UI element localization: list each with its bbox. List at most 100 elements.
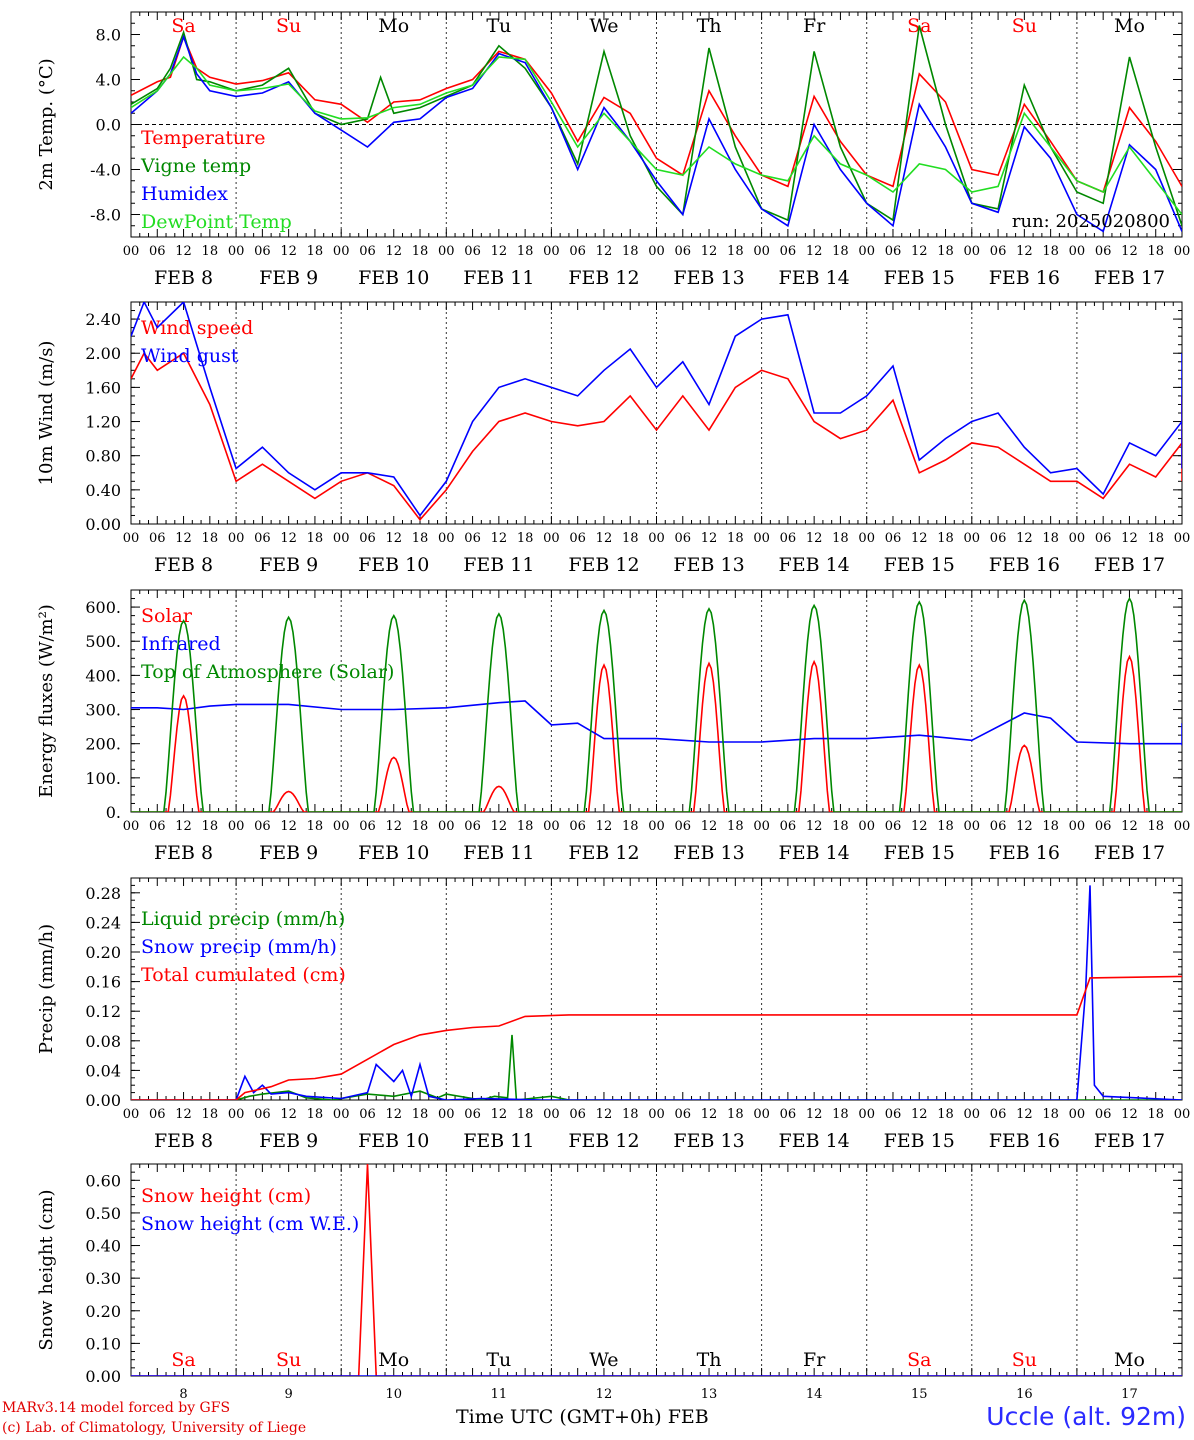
day-name-label: Th — [697, 15, 722, 37]
hour-label: 06 — [885, 819, 902, 834]
date-label: FEB 12 — [568, 842, 639, 864]
y-tick-label: 0.80 — [85, 447, 121, 466]
legend-wind-speed: Wind speed — [141, 317, 253, 339]
legend-dewpoint-temp: DewPoint Temp — [141, 211, 292, 233]
panel-wind: 0.00 0.40 0.80 1.20 1.60 2.00 2.40 10m Wind (m/… — [36, 301, 1190, 576]
hour-label: 18 — [202, 1107, 219, 1122]
hour-label: 00 — [964, 244, 981, 259]
hour-label: 12 — [911, 244, 928, 259]
hour-label: 00 — [228, 531, 245, 546]
hour-label: 18 — [727, 244, 744, 259]
hour-label: 12 — [491, 1107, 508, 1122]
series-line-wind-gust — [131, 302, 1182, 517]
series-line-solar — [131, 654, 1182, 812]
hour-label: 00 — [1069, 244, 1086, 259]
y-tick-label: 0.28 — [85, 884, 121, 903]
hour-label: 00 — [858, 531, 875, 546]
hour-label: 18 — [832, 1107, 849, 1122]
hour-label: 18 — [1042, 1107, 1059, 1122]
hour-label: 12 — [385, 531, 402, 546]
hour-label: 00 — [1069, 819, 1086, 834]
y-tick-label: 600. — [85, 598, 121, 617]
hour-label: 18 — [1147, 244, 1164, 259]
hour-label: 06 — [359, 819, 376, 834]
date-label: FEB 11 — [463, 554, 534, 576]
hour-label: 00 — [543, 1107, 560, 1122]
hour-label: 18 — [832, 244, 849, 259]
day-name-label: We — [589, 15, 618, 37]
hour-label: 06 — [569, 819, 586, 834]
hour-label: 06 — [359, 244, 376, 259]
hour-label: 12 — [911, 531, 928, 546]
date-label: FEB 12 — [568, 1130, 639, 1152]
hour-label: 00 — [438, 531, 455, 546]
y-tick-label: 400. — [85, 666, 121, 685]
hour-label: 12 — [1121, 244, 1138, 259]
y-tick-label: 300. — [85, 701, 121, 720]
y-tick-label: 0.30 — [85, 1269, 121, 1288]
hour-label: 12 — [1121, 1107, 1138, 1122]
day-name-label: Su — [276, 15, 301, 37]
hour-label: 18 — [727, 819, 744, 834]
hour-label: 06 — [1095, 244, 1112, 259]
hour-label: 12 — [701, 819, 718, 834]
date-label: FEB 8 — [154, 842, 213, 864]
copyright-text: (c) Lab. of Climatology, University of L… — [2, 1420, 307, 1436]
legend-liquid-precip-mm-h-: Liquid precip (mm/h) — [141, 908, 345, 930]
legend-solar: Solar — [141, 605, 193, 627]
date-label: FEB 14 — [779, 842, 850, 864]
y-tick-label: 100. — [85, 769, 121, 788]
hour-label: 00 — [123, 819, 140, 834]
day-name-label: Mo — [1114, 1349, 1145, 1371]
hour-label: 12 — [280, 531, 297, 546]
date-label: FEB 13 — [673, 267, 744, 289]
date-label: FEB 8 — [154, 554, 213, 576]
legend-vigne-temp: Vigne temp — [140, 155, 251, 177]
hour-label: 12 — [806, 819, 823, 834]
hour-label: 06 — [569, 1107, 586, 1122]
hour-label: 18 — [517, 819, 534, 834]
hour-label: 00 — [333, 244, 350, 259]
hour-label: 18 — [622, 819, 639, 834]
hour-label: 18 — [937, 1107, 954, 1122]
day-number-label: 16 — [1016, 1387, 1033, 1402]
y-tick-label: 200. — [85, 735, 121, 754]
legend-wind-gust: Wind gust — [141, 345, 239, 367]
hour-label: 18 — [307, 531, 324, 546]
hour-label: 00 — [1069, 1107, 1086, 1122]
day-number-label: 15 — [911, 1387, 928, 1402]
hour-label: 06 — [780, 1107, 797, 1122]
date-label: FEB 17 — [1094, 1130, 1165, 1152]
hour-label: 06 — [569, 244, 586, 259]
date-label: FEB 9 — [259, 554, 318, 576]
hour-label: 00 — [228, 244, 245, 259]
hour-label: 06 — [990, 819, 1007, 834]
y-tick-label: 0.00 — [85, 1367, 121, 1386]
hour-label: 06 — [675, 819, 692, 834]
hour-label: 18 — [517, 1107, 534, 1122]
day-name-label: Mo — [378, 15, 409, 37]
hour-label: 00 — [964, 1107, 981, 1122]
date-label: FEB 10 — [358, 1130, 429, 1152]
hour-label: 12 — [1016, 819, 1033, 834]
hour-label: 12 — [596, 244, 613, 259]
hour-label: 18 — [937, 244, 954, 259]
hour-label: 12 — [280, 244, 297, 259]
hour-label: 18 — [622, 244, 639, 259]
hour-label: 12 — [596, 531, 613, 546]
hour-label: 12 — [1121, 819, 1138, 834]
hour-label: 12 — [596, 819, 613, 834]
hour-label: 12 — [385, 244, 402, 259]
y-axis-label: 2m Temp. (°C) — [36, 58, 57, 190]
day-name-label: Tu — [486, 15, 511, 37]
hour-label: 06 — [254, 1107, 271, 1122]
y-tick-label: 1.60 — [85, 378, 121, 397]
hour-label: 06 — [990, 244, 1007, 259]
date-label: FEB 10 — [358, 554, 429, 576]
hour-label: 06 — [464, 819, 481, 834]
hour-label: 12 — [701, 1107, 718, 1122]
hour-label: 18 — [1147, 531, 1164, 546]
date-label: FEB 16 — [989, 842, 1060, 864]
panel-energy: 0. 100. 200. 300. 400. 500. 600. Energy fluxes … — [36, 589, 1190, 864]
